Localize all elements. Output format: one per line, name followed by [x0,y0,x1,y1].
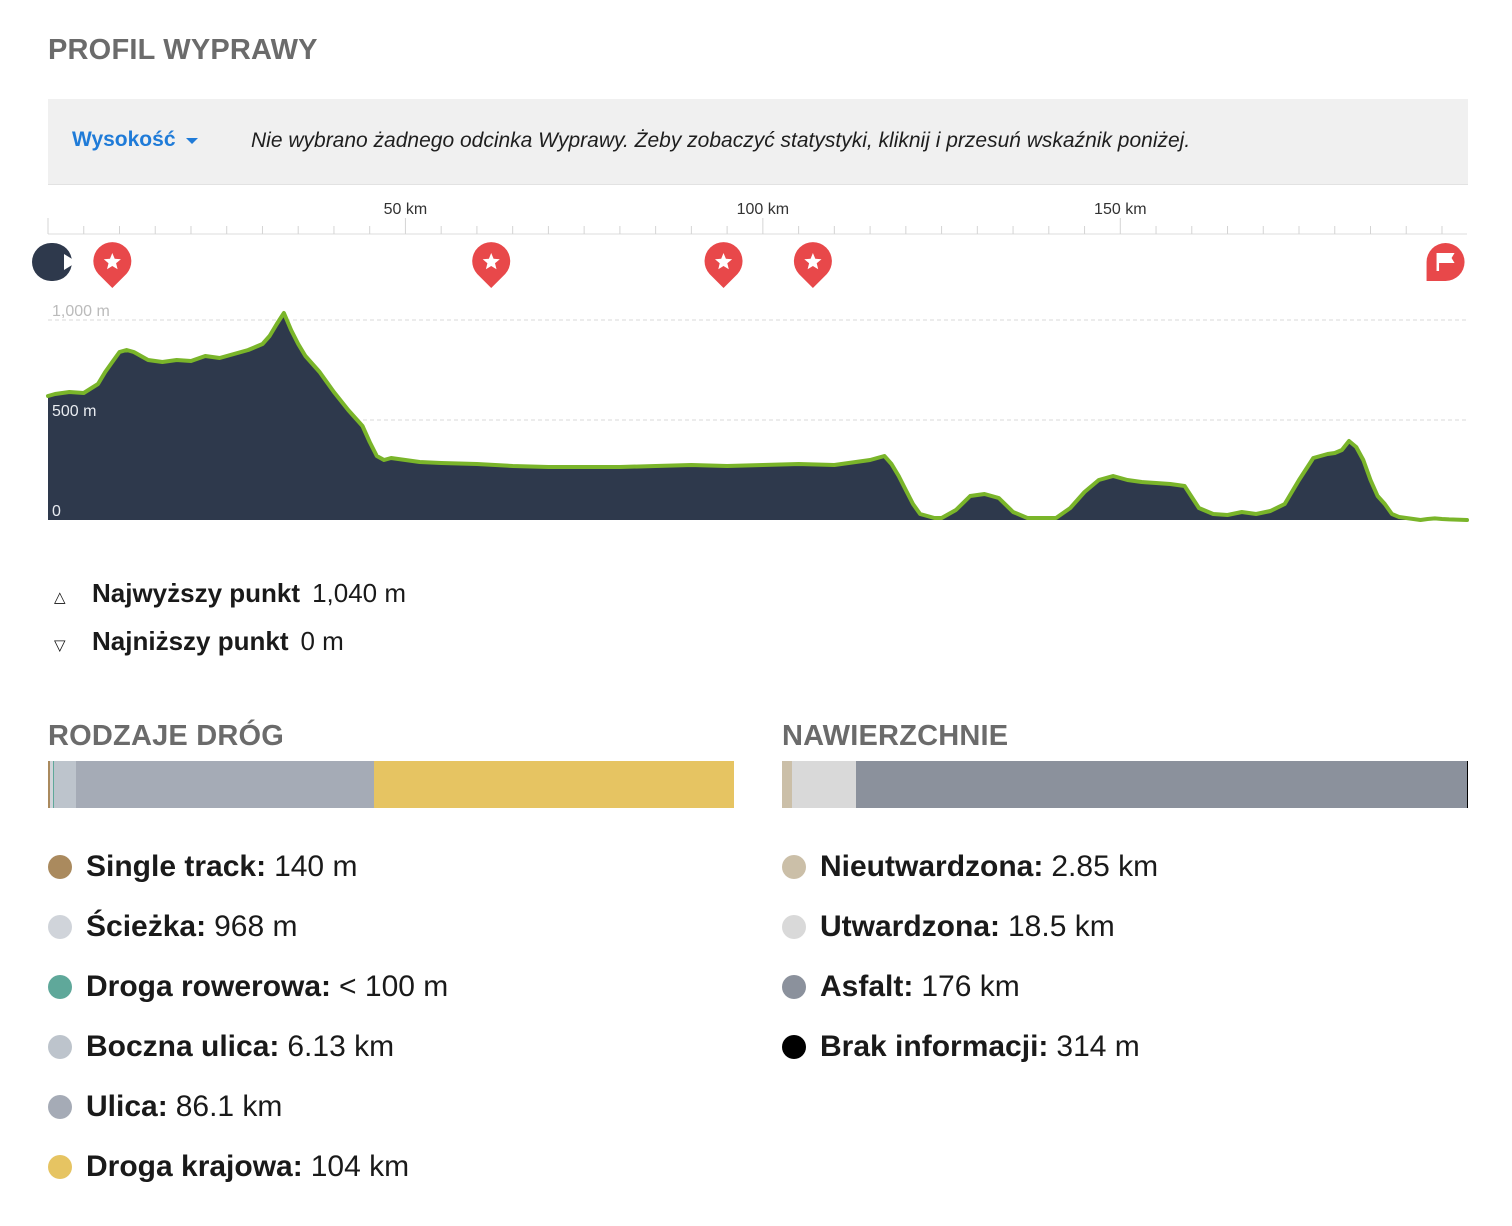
road-types-title: RODZAJE DRÓG [48,720,285,752]
road-type-legend-value: 6.13 km [287,1030,395,1063]
color-swatch [48,855,72,879]
surfaces-legend: Nieutwardzona: 2.85 km Utwardzona: 18.5 km A… [782,837,1158,1077]
color-swatch [782,1035,806,1059]
road-type-legend-value: < 100 m [339,970,449,1003]
stat-highest-value: 1,040 m [312,578,407,608]
surface-legend-item: Nieutwardzona: 2.85 km [782,837,1158,897]
page-title: PROFIL WYPRAWY [48,34,318,66]
y-tick-label: 0 [52,503,61,520]
road-type-legend-value: 140 m [274,850,358,883]
x-tick-label: 100 km [737,201,789,218]
profile-toolbar: Wysokość Nie wybrano żadnego odcinka Wyp… [48,99,1468,185]
highlight-marker [704,242,743,288]
road-type-legend-name: Ulica: [86,1090,168,1123]
color-swatch [48,1095,72,1119]
stat-highest-point: △ Najwyższy punkt 1,040 m [54,578,406,609]
road-type-bar-segment [52,761,55,808]
road-type-bar-segment [54,761,76,808]
surface-legend-name: Brak informacji: [820,1030,1049,1063]
stat-lowest-point: ▽ Najniższy punkt 0 m [54,626,344,657]
road-type-legend-item: Single track: 140 m [48,837,448,897]
color-swatch [48,915,72,939]
road-type-legend-name: Droga rowerowa: [86,970,332,1003]
highlight-marker [793,242,832,288]
chevron-down-icon [185,138,198,144]
road-type-bar-segment [75,761,374,808]
stat-highest-label: Najwyższy punkt [92,578,301,608]
color-swatch [48,1155,72,1179]
surface-bar-segment [782,761,792,808]
finish-marker [1426,243,1465,281]
elevation-profile-chart[interactable]: 50 km 100 km 150 km 0 500 m 1,000 m [0,190,1512,530]
x-tick-label: 50 km [384,201,428,218]
stat-lowest-value: 0 m [300,626,344,656]
surface-bar-segment [856,761,1467,808]
road-type-legend-name: Single track: [86,850,267,883]
road-type-legend-name: Ścieżka: [86,910,207,943]
triangle-up-icon: △ [54,589,66,606]
road-type-legend-name: Droga krajowa: [86,1150,303,1183]
road-type-legend-item: Droga krajowa: 104 km [48,1137,448,1197]
y-tick-label: 1,000 m [52,303,110,320]
triangle-down-icon: ▽ [54,637,66,654]
surface-legend-item: Brak informacji: 314 m [782,1017,1158,1077]
selection-hint: Nie wybrano żadnego odcinka Wyprawy. Żeb… [251,129,1191,152]
highlight-marker [472,242,511,288]
road-type-legend-value: 968 m [214,910,298,943]
road-type-legend-value: 86.1 km [175,1090,283,1123]
color-swatch [782,975,806,999]
road-type-bar-segment [48,761,50,808]
road-type-bar-segment [373,761,734,808]
metric-dropdown[interactable]: Wysokość [72,128,198,152]
surface-legend-name: Nieutwardzona: [820,850,1044,883]
road-types-bar [48,761,734,808]
color-swatch [48,975,72,999]
surface-legend-item: Asfalt: 176 km [782,957,1158,1017]
surfaces-title: NAWIERZCHNIE [782,720,1009,752]
highlight-marker [93,242,132,288]
surface-legend-value: 18.5 km [1008,910,1115,943]
road-type-legend-name: Boczna ulica: [86,1030,280,1063]
stat-lowest-label: Najniższy punkt [92,626,289,656]
color-swatch [782,855,806,879]
x-tick-label: 150 km [1094,201,1146,218]
elevation-area [48,313,1467,520]
road-type-legend-value: 104 km [310,1150,410,1183]
y-tick-label: 500 m [52,403,96,420]
color-swatch [48,1035,72,1059]
surface-legend-item: Utwardzona: 18.5 km [782,897,1158,957]
road-type-legend-item: Boczna ulica: 6.13 km [48,1017,448,1077]
road-type-legend-item: Ulica: 86.1 km [48,1077,448,1137]
surface-legend-value: 314 m [1056,1030,1140,1063]
start-marker [32,243,77,281]
road-type-legend-item: Ścieżka: 968 m [48,897,448,957]
surface-legend-value: 2.85 km [1051,850,1159,883]
color-swatch [782,915,806,939]
surface-legend-name: Utwardzona: [820,910,1000,943]
road-types-legend: Single track: 140 m Ścieżka: 968 m Droga row… [48,837,448,1197]
surface-legend-value: 176 km [921,970,1020,1003]
surface-bar-segment [1466,761,1468,808]
surface-bar-segment [791,761,857,808]
surfaces-bar [782,761,1468,808]
metric-dropdown-label: Wysokość [72,128,176,151]
surface-legend-name: Asfalt: [820,970,914,1003]
road-type-bar-segment [49,761,53,808]
road-type-legend-item: Droga rowerowa: < 100 m [48,957,448,1017]
elevation-line [46,311,1469,522]
